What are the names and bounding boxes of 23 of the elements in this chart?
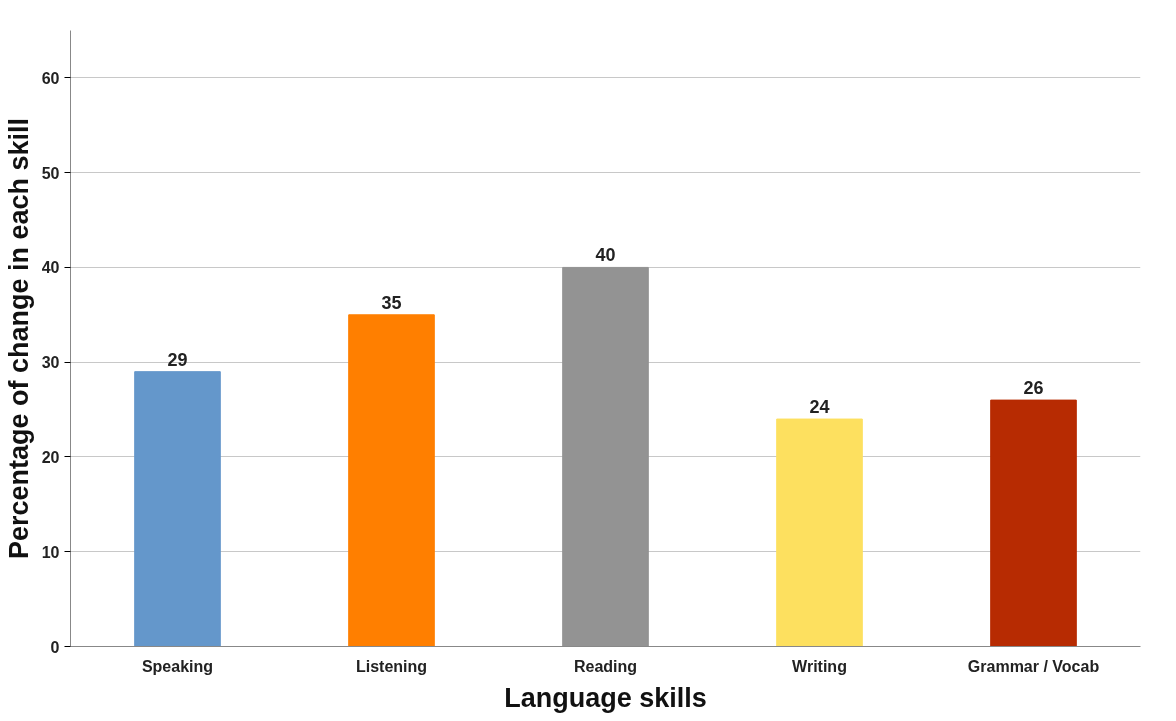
- x-tick-label: Listening: [355, 657, 428, 675]
- data-label: 40: [595, 245, 616, 266]
- bar: [990, 399, 1077, 647]
- y-tick-label: 0: [50, 638, 60, 656]
- data-label: 29: [167, 349, 188, 370]
- y-tick-label: 50: [41, 164, 60, 182]
- x-tick-label: Writing: [792, 657, 847, 675]
- data-label: 26: [1023, 378, 1044, 399]
- y-tick-label: 20: [41, 448, 60, 466]
- bar: [134, 371, 221, 647]
- x-tick-label: Grammar / Vocab: [967, 657, 1100, 675]
- x-axis-title: Language skills: [504, 682, 707, 713]
- bar: [776, 418, 863, 647]
- bar: [348, 314, 435, 647]
- data-label: 24: [809, 397, 830, 418]
- y-tick-label: 30: [41, 354, 60, 372]
- y-tick-label: 10: [41, 543, 60, 561]
- data-label: 35: [381, 292, 402, 313]
- x-tick-label: Reading: [573, 657, 638, 675]
- x-tick-label: Speaking: [141, 657, 214, 675]
- y-tick-label: 40: [41, 259, 60, 277]
- y-tick-label: 60: [41, 69, 60, 87]
- y-axis-title: Percentage of change in each skill: [3, 117, 34, 560]
